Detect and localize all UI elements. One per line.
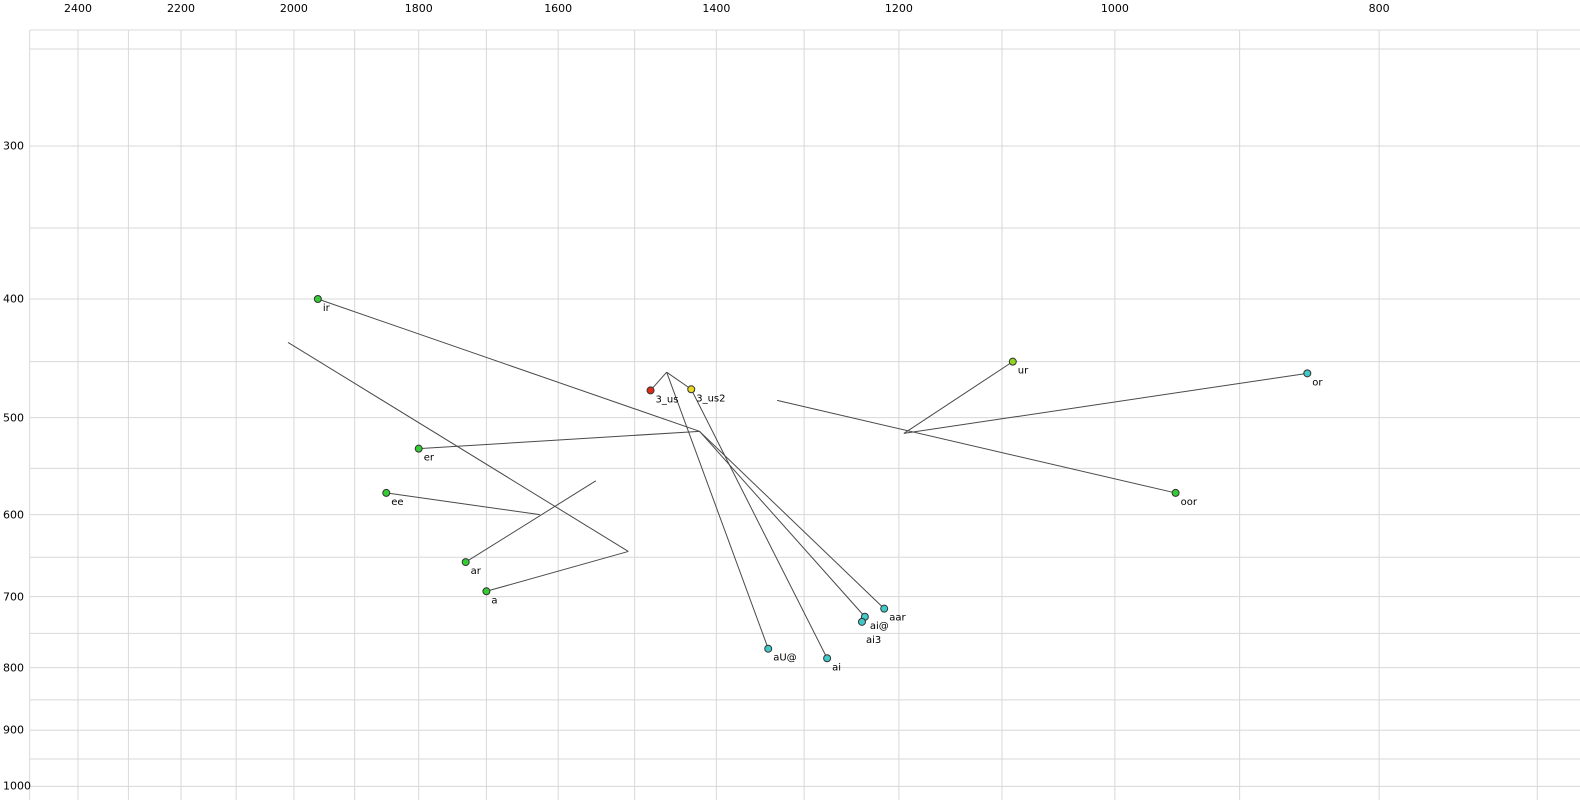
ar-trajectory-line — [465, 480, 597, 563]
x-tick-label-2000: 2000 — [279, 2, 308, 15]
vowel-point-ee[interactable] — [382, 488, 391, 497]
er-trajectory-line — [418, 430, 700, 450]
vowel-point-ar[interactable] — [461, 558, 470, 567]
ur-trajectory-line — [903, 361, 1014, 434]
ee-trajectory-line — [386, 492, 540, 516]
vowel-point-ai[interactable] — [823, 654, 832, 663]
point-label-3_us: 3_us — [656, 394, 679, 405]
point-label-a: a — [491, 595, 497, 606]
point-label-aU@: aU@ — [773, 653, 796, 664]
point-label-3_us2: 3_us2 — [696, 393, 725, 404]
vowel-point-ur[interactable] — [1008, 357, 1017, 366]
point-label-ai3: ai3 — [866, 635, 881, 646]
y-tick-label-300: 300 — [3, 139, 24, 153]
vowel-point-a[interactable] — [482, 587, 491, 596]
3_us2-trajectory-line — [666, 371, 692, 390]
x-tick-label-1800: 1800 — [404, 2, 433, 15]
y-tick-label-1000: 1000 — [3, 779, 31, 793]
long-left-line-line — [287, 341, 629, 552]
vowel-point-ai3[interactable] — [857, 617, 866, 626]
y-tick-label-700: 700 — [3, 590, 24, 604]
vowel-point-3_us[interactable] — [646, 386, 655, 395]
vowel-point-oor[interactable] — [1171, 488, 1180, 497]
x-tick-label-1600: 1600 — [544, 2, 573, 15]
y-tick-label-500: 500 — [3, 411, 24, 425]
x-tick-label-800: 800 — [1368, 2, 1390, 15]
vowel-point-aU@[interactable] — [764, 644, 773, 653]
ai-trajectory-line — [690, 389, 828, 659]
point-label-aar: aar — [889, 613, 906, 624]
y-tick-label-900: 900 — [3, 723, 24, 737]
y-tick-label-800: 800 — [3, 661, 24, 675]
point-label-ai@: ai@ — [870, 621, 889, 632]
vowel-point-ir[interactable] — [313, 294, 322, 303]
x-tick-label-1000: 1000 — [1100, 2, 1129, 15]
ai@-trajectory-line — [699, 430, 866, 618]
point-label-ai: ai — [832, 662, 841, 673]
vowel-point-or[interactable] — [1303, 369, 1312, 378]
y-tick-label-600: 600 — [3, 508, 24, 522]
ir-trajectory-line — [317, 298, 700, 432]
x-tick-label-2200: 2200 — [167, 2, 196, 15]
vowel-point-3_us2[interactable] — [687, 385, 696, 394]
aar-trajectory-line — [699, 430, 885, 610]
3_us-trajectory-line — [650, 371, 668, 391]
oor-trajectory-line — [776, 399, 1176, 494]
x-tick-label-1200: 1200 — [884, 2, 913, 15]
point-label-ee: ee — [391, 497, 403, 508]
y-tick-label-400: 400 — [3, 292, 24, 306]
point-label-ir: ir — [323, 303, 331, 314]
point-label-er: er — [424, 453, 435, 464]
point-label-or: or — [1312, 377, 1323, 388]
a-trajectory-line — [486, 550, 629, 592]
point-label-oor: oor — [1181, 497, 1198, 508]
vowel-point-er[interactable] — [414, 444, 423, 453]
aU@-trajectory-line — [666, 372, 769, 649]
vowel-point-aar[interactable] — [880, 604, 889, 613]
point-label-ur: ur — [1018, 366, 1029, 377]
or-trajectory-line — [903, 372, 1308, 434]
x-tick-label-2400: 2400 — [64, 2, 92, 15]
point-label-ar: ar — [471, 566, 482, 577]
x-tick-label-1400: 1400 — [702, 2, 731, 15]
